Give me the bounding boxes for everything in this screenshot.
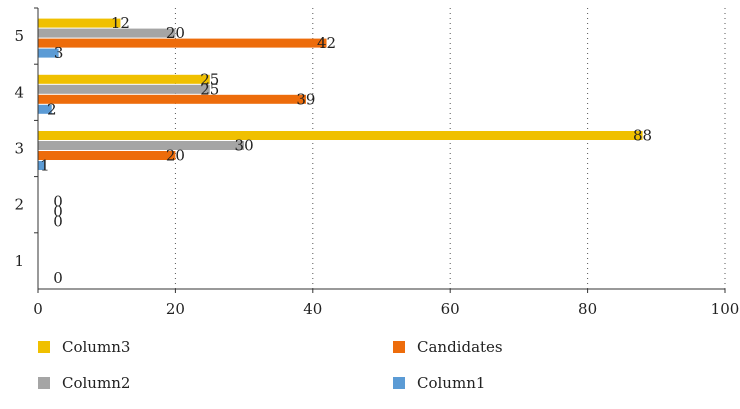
y-tick-label-1: 1 [14, 252, 24, 270]
data-label-column1-4: 2 [47, 100, 57, 118]
data-label-column1-1: 0 [53, 269, 63, 287]
data-label-column1-3: 1 [40, 157, 50, 175]
bar-column2-5 [38, 28, 176, 38]
data-label-column2-2: 0 [53, 193, 63, 211]
x-tick-label-60: 60 [441, 300, 460, 318]
data-label-column3-3: 88 [633, 127, 652, 145]
x-tick-label-0: 0 [33, 300, 43, 318]
bar-column1-5 [38, 48, 59, 58]
bar-column3-3 [38, 131, 643, 140]
bar-candidates-4 [38, 94, 306, 104]
bars [38, 18, 643, 170]
grid-lines [174, 8, 726, 289]
bar-column1-4 [38, 104, 52, 114]
bar-column1-3 [38, 161, 45, 170]
data-label-column2-3: 30 [235, 137, 254, 155]
y-tick-label-5: 5 [14, 27, 24, 45]
bar-column2-3 [38, 141, 245, 150]
data-label-candidates-5: 42 [317, 34, 336, 52]
bar-column3-4 [38, 74, 210, 84]
data-label-candidates-2: 0 [53, 203, 63, 221]
y-tick-label-3: 3 [14, 140, 24, 158]
bar-candidates-5 [38, 38, 327, 48]
x-tick-label-40: 40 [303, 300, 322, 318]
data-label-candidates-3: 20 [166, 147, 185, 165]
data-label-column2-5: 20 [166, 24, 185, 42]
data-label-column3-5: 12 [111, 14, 130, 32]
data-label-candidates-4: 39 [296, 90, 315, 108]
y-tick-label-2: 2 [14, 196, 24, 214]
data-label-column2-4: 25 [200, 80, 219, 98]
data-label-column1-5: 3 [54, 44, 64, 62]
bar-column2-4 [38, 84, 210, 94]
x-tick-label-100: 100 [711, 300, 740, 318]
y-tick-label-4: 4 [14, 83, 24, 101]
x-tick-label-20: 20 [166, 300, 185, 318]
data-label-column3-4: 25 [200, 70, 219, 88]
bar-column3-5 [38, 18, 121, 28]
data-label-column1-2: 0 [53, 213, 63, 231]
x-tick-label-80: 80 [578, 300, 597, 318]
bar-candidates-3 [38, 151, 176, 160]
